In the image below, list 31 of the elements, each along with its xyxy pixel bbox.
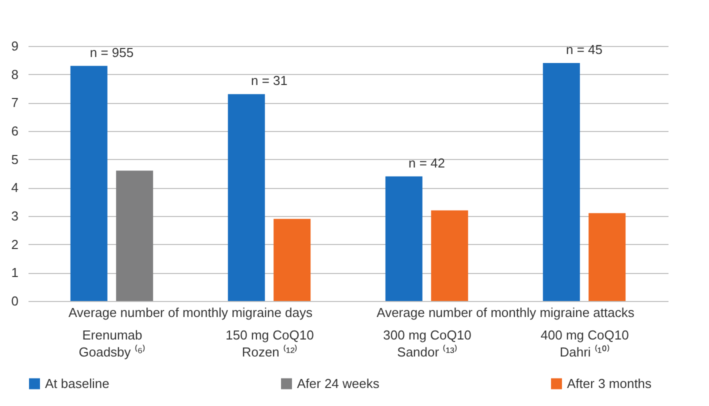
y-tick-label: 7	[11, 95, 18, 110]
y-tick-label: 8	[11, 66, 18, 82]
legend-label: At baseline	[45, 376, 110, 391]
annotation: n = 31	[250, 73, 288, 88]
bar	[542, 63, 580, 301]
x-tick-label: 300 mg CoQ10 Sandor ⁽¹³⁾	[383, 328, 472, 360]
bar	[431, 210, 468, 301]
annotation: n = 955	[90, 44, 134, 60]
bar	[274, 218, 311, 301]
y-tick-label: 5	[11, 152, 18, 167]
annotation: n = 45	[566, 42, 603, 57]
y-tick-label: 1	[11, 265, 18, 280]
y-tick-label: 2	[11, 236, 18, 252]
x-tick-label: 400 mg CoQ10 Dahri ⁽¹⁰⁾	[540, 328, 629, 360]
text: Average number of monthly migraine days	[68, 305, 313, 320]
x-tick-label: Erenumab Goadsby ⁽⁶⁾	[78, 328, 146, 360]
bar	[228, 94, 265, 301]
bar	[588, 213, 626, 301]
y-tick-label: 0	[11, 294, 18, 308]
bar	[116, 170, 154, 301]
legend-label: After 3 months	[567, 376, 652, 391]
bar	[385, 176, 422, 301]
y-tick-label: 3	[11, 208, 18, 224]
y-tick-label: 9	[11, 38, 18, 54]
legend-label: Afer 24 weeks	[297, 376, 380, 391]
y-tick-label: 4	[11, 180, 18, 196]
y-tick-label: 6	[11, 124, 18, 138]
x-tick-label: 150 mg CoQ10 Rozen ⁽¹²⁾	[226, 328, 314, 360]
bar	[70, 66, 108, 301]
annotation: n = 42	[408, 155, 446, 170]
text: Average number of monthly migraine attacks	[376, 305, 635, 320]
